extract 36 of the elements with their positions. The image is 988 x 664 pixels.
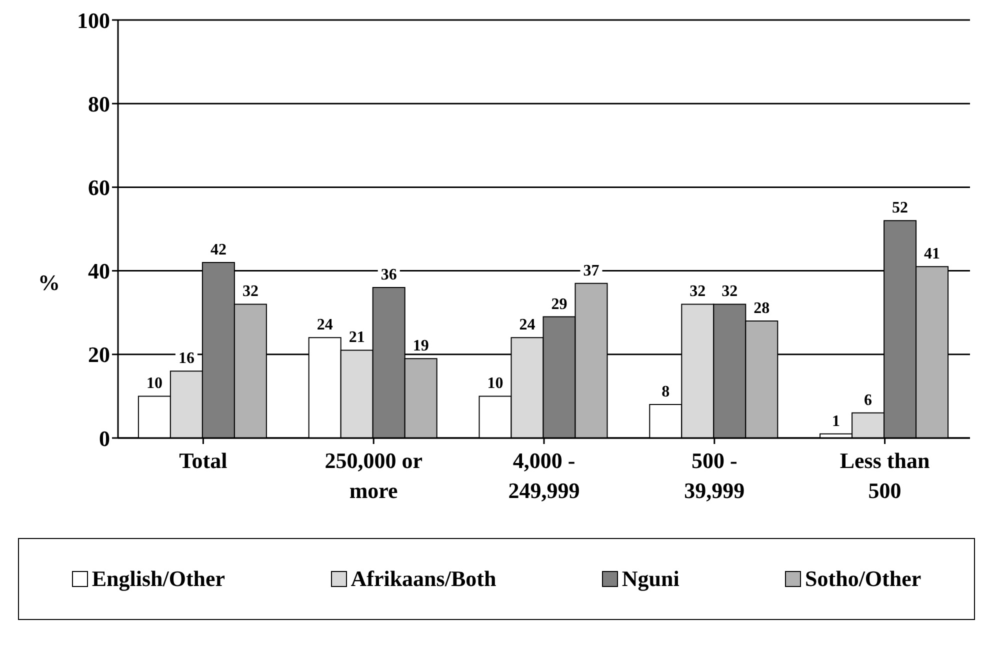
data-label: 19	[412, 338, 429, 355]
y-tick-label: 40	[88, 258, 110, 284]
legend-label: Nguni	[620, 566, 680, 592]
data-label: 8	[662, 384, 670, 401]
data-label: 41	[924, 246, 940, 263]
data-label: 37	[583, 262, 600, 280]
x-tick-label: Total	[179, 448, 228, 473]
data-label: 6	[864, 392, 872, 409]
y-tick-label: 20	[88, 342, 110, 368]
legend-label: Afrikaans/Both	[350, 566, 496, 592]
data-label: 24	[316, 316, 333, 334]
data-label: 32	[690, 283, 706, 300]
y-tick-label: 0	[99, 426, 110, 451]
y-tick-label: 80	[88, 91, 110, 116]
data-label: 29	[551, 296, 568, 313]
data-label: 24	[519, 316, 536, 334]
legend-label: English/Other	[90, 566, 226, 592]
data-label: 36	[380, 266, 397, 284]
data-label: 10	[487, 375, 504, 392]
x-tick-label: 4,000 - 249,999	[508, 448, 580, 503]
x-tick-label: 500 - 39,999	[684, 448, 745, 503]
y-tick-label: 100	[77, 8, 110, 33]
data-label: 52	[892, 200, 908, 217]
data-label: 21	[348, 329, 365, 346]
x-tick-label: Less than 500	[840, 448, 930, 503]
data-label: 16	[178, 350, 194, 368]
data-label: 10	[146, 375, 162, 392]
data-label: 32	[242, 283, 258, 300]
data-label: 28	[754, 300, 770, 317]
data-label: 42	[210, 241, 226, 258]
x-tick-label: 250,000 or more	[324, 448, 423, 503]
legend-label: Sotho/Other	[804, 566, 922, 592]
y-axis-title: %	[38, 270, 60, 296]
data-label: 32	[722, 283, 738, 300]
data-label: 1	[832, 412, 840, 430]
y-tick-label: 60	[88, 175, 110, 200]
